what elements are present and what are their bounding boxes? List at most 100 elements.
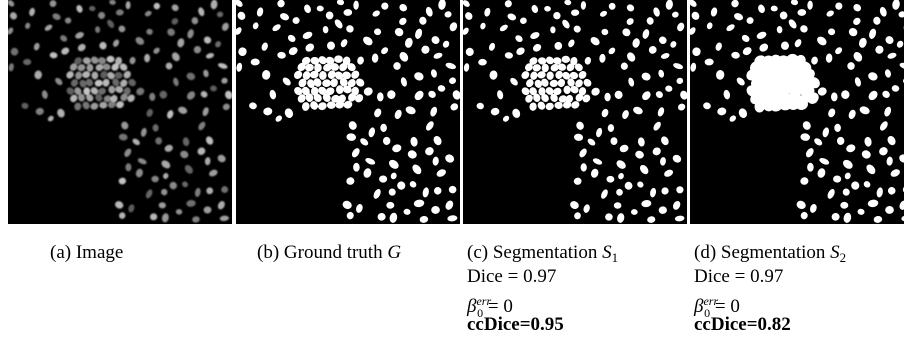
nucleus [144, 10, 152, 17]
nucleus [885, 36, 894, 44]
nucleus [631, 209, 638, 215]
nucleus [343, 100, 353, 109]
nucleus [616, 188, 623, 196]
nucleus [661, 187, 669, 195]
nucleus [499, 24, 508, 32]
nucleus [432, 156, 439, 166]
nucleus [109, 0, 116, 5]
nucleus [779, 99, 792, 111]
nucleus [796, 99, 808, 111]
nucleus [219, 215, 229, 222]
nucleus [284, 108, 294, 118]
caption-c-ccdice: ccDice=0.95 [467, 314, 564, 335]
nucleus [537, 71, 546, 79]
nucleus [690, 27, 696, 35]
nucleus [428, 90, 436, 98]
nucleus [204, 157, 211, 166]
nucleus [74, 87, 82, 95]
nucleus [381, 2, 389, 10]
nucleus [119, 212, 126, 219]
nucleus [884, 106, 892, 117]
nucleus [437, 85, 446, 92]
nucleus [163, 172, 169, 179]
nucleus [463, 0, 470, 7]
nucleus [530, 32, 540, 40]
nucleus [819, 157, 830, 165]
nucleus [98, 57, 106, 65]
nucleus [210, 85, 217, 92]
nucleus [346, 133, 357, 141]
nucleus [570, 85, 579, 94]
nucleus [868, 72, 878, 81]
nucleus [814, 138, 823, 146]
nucleus [590, 36, 600, 46]
caption-d-dice: Dice = 0.97 [694, 266, 784, 287]
nucleus [136, 87, 145, 96]
nucleus [557, 78, 566, 88]
nucleus [450, 103, 459, 111]
nucleus [302, 71, 311, 80]
nucleus [205, 136, 214, 145]
nucleus [277, 51, 286, 59]
nucleus [363, 36, 373, 46]
nucleus [66, 71, 74, 79]
nucleus [414, 72, 424, 81]
nucleus [390, 172, 397, 180]
nucleus [335, 100, 345, 109]
nucleus [670, 41, 677, 48]
nucleus [797, 9, 807, 16]
nucleus [425, 147, 434, 156]
nucleus [525, 63, 533, 72]
nucleus [23, 58, 32, 66]
nucleus [309, 70, 319, 79]
nucleus [86, 63, 94, 72]
nucleus [175, 209, 183, 215]
nucleus [403, 208, 411, 215]
nucleus [754, 100, 766, 113]
nucleus [217, 154, 226, 163]
nucleus [736, 77, 745, 86]
nucleus [557, 63, 567, 71]
nucleus [21, 102, 29, 109]
caption-c-label: (c) Segmentation [467, 242, 603, 263]
nucleus [75, 71, 83, 80]
nucleus [886, 156, 893, 166]
nucleus [601, 28, 609, 36]
nucleus [118, 133, 128, 141]
nucleus [98, 11, 106, 20]
nucleus [741, 34, 750, 42]
nucleus [419, 215, 429, 223]
caption-a: (a) Image [50, 241, 123, 265]
nucleus [301, 56, 311, 65]
nucleus [575, 93, 584, 102]
nucleus [203, 69, 209, 78]
nucleus [890, 169, 900, 177]
nucleus [302, 31, 313, 39]
nucleus [604, 92, 611, 102]
nucleus [884, 69, 891, 78]
nucleus [35, 107, 44, 115]
nucleus [465, 12, 473, 20]
nucleus [221, 22, 229, 31]
nucleus [115, 85, 124, 93]
nucleus [537, 57, 547, 65]
nucleus [544, 6, 551, 12]
nucleus [342, 56, 351, 66]
nucleus [616, 160, 626, 169]
nucleus [790, 0, 799, 6]
nucleus [348, 121, 357, 130]
nucleus [47, 115, 54, 122]
nucleus [859, 37, 867, 48]
nucleus [94, 79, 103, 87]
nucleus [574, 63, 583, 72]
nucleus [592, 158, 603, 165]
nucleus [480, 22, 486, 30]
nucleus [449, 77, 457, 84]
nucleus [653, 121, 661, 131]
nucleus [627, 52, 636, 62]
nucleus [532, 64, 541, 72]
nucleus [292, 17, 300, 24]
nucleus [144, 53, 151, 63]
nucleus [756, 31, 767, 39]
nucleus [652, 147, 661, 156]
